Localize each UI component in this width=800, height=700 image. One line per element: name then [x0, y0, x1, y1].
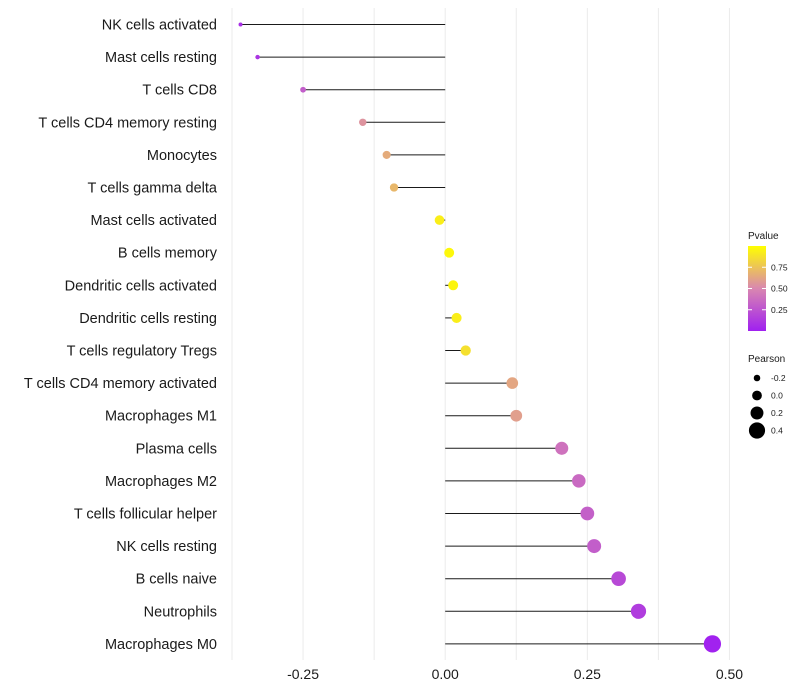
category-label: Mast cells activated: [90, 213, 217, 229]
size-legend-label: 0.4: [771, 426, 783, 436]
category-label: T cells follicular helper: [74, 507, 217, 523]
data-point: [255, 54, 260, 60]
category-label: NK cells activated: [102, 18, 217, 34]
data-point: [555, 441, 569, 455]
data-point: [510, 409, 523, 422]
category-label: Macrophages M2: [105, 474, 217, 490]
category-label: Plasma cells: [136, 441, 217, 457]
size-legend-point: [750, 406, 764, 420]
data-point: [359, 118, 367, 127]
category-label: Macrophages M1: [105, 409, 217, 425]
pvalue-legend: Pvalue 0.75 0.50 0.25: [748, 231, 788, 331]
category-label: T cells CD4 memory resting: [38, 115, 217, 131]
size-legend-point: [748, 422, 766, 439]
category-label: Neutrophils: [144, 604, 217, 620]
data-point: [572, 474, 586, 488]
size-legend-label: 0.0: [771, 391, 783, 401]
stem-layer: [240, 24, 713, 645]
pearson-legend-title: Pearson: [748, 354, 785, 365]
x-tick-label: 0.50: [716, 666, 743, 682]
colorbar-tick-label: 0.25: [771, 305, 788, 315]
pvalue-colorbar: [748, 246, 766, 331]
x-axis-ticks: -0.25 0.00 0.25 0.50: [287, 666, 743, 682]
data-point: [434, 215, 445, 225]
colorbar-tick-label: 0.75: [771, 262, 788, 272]
colorbar-tick-label: 0.50: [771, 284, 788, 294]
data-point: [444, 247, 455, 258]
x-tick-label: 0.00: [432, 666, 459, 682]
grid-layer: [231, 8, 730, 660]
point-layer: [238, 22, 722, 653]
data-point: [389, 183, 399, 192]
size-legend-point: [752, 390, 762, 401]
x-tick-label: -0.25: [287, 666, 319, 682]
data-point: [460, 345, 471, 356]
category-label: Monocytes: [147, 148, 217, 164]
data-point: [587, 539, 602, 554]
data-point: [580, 506, 595, 521]
category-label: T cells gamma delta: [88, 181, 218, 197]
data-point: [611, 571, 626, 587]
data-point: [451, 312, 462, 323]
data-point: [238, 22, 243, 27]
category-label: T cells regulatory Tregs: [67, 344, 217, 360]
category-label: Dendritic cells activated: [65, 278, 217, 294]
data-point: [382, 150, 391, 159]
size-legend-label: -0.2: [771, 373, 786, 383]
data-point: [448, 280, 459, 291]
category-label: T cells CD8: [142, 83, 217, 99]
data-point: [703, 635, 722, 653]
category-labels: NK cells activated Mast cells resting T ce…: [24, 18, 218, 653]
category-label: Macrophages M0: [105, 637, 217, 653]
category-label: T cells CD4 memory activated: [24, 376, 217, 392]
category-label: B cells memory: [118, 246, 218, 262]
size-legend-point: [753, 374, 761, 382]
size-legend-label: 0.2: [771, 408, 783, 418]
category-label: Mast cells resting: [105, 50, 217, 66]
category-label: NK cells resting: [116, 539, 217, 555]
data-point: [506, 377, 519, 389]
category-label: B cells naive: [136, 572, 217, 588]
category-label: Dendritic cells resting: [79, 311, 217, 327]
data-point: [300, 86, 306, 93]
data-point: [630, 603, 647, 619]
pvalue-legend-title: Pvalue: [748, 231, 779, 242]
x-tick-label: 0.25: [574, 666, 601, 682]
pearson-legend: Pearson -0.2 0.0 0.2 0.4: [748, 354, 786, 439]
